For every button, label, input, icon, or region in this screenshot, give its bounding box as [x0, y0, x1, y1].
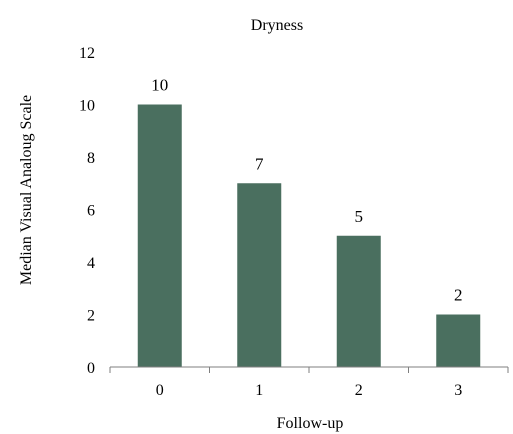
bar — [336, 235, 381, 367]
y-tick-label: 6 — [87, 203, 95, 220]
bar — [137, 104, 182, 367]
y-tick-label: 0 — [87, 360, 95, 377]
x-axis-label: Follow-up — [277, 415, 344, 432]
y-tick-label: 4 — [87, 255, 95, 272]
x-tick-label: 0 — [156, 382, 164, 399]
data-label: 2 — [454, 286, 463, 305]
y-tick-label: 12 — [79, 45, 95, 62]
data-label: 10 — [151, 76, 168, 95]
bar — [237, 183, 282, 367]
bar — [436, 314, 481, 367]
x-tick-label: 2 — [355, 382, 363, 399]
bars-layer: 10 7 5 2 — [137, 76, 481, 367]
y-tick-label: 2 — [87, 308, 95, 325]
data-label: 5 — [355, 207, 364, 226]
data-label: 7 — [255, 154, 264, 173]
x-tick-label: 1 — [255, 382, 263, 399]
y-tick-label: 8 — [87, 150, 95, 167]
y-axis-label: Median Visual Analoug Scale — [18, 95, 35, 285]
x-tick-label: 3 — [454, 382, 462, 399]
chart-title: Dryness — [251, 17, 303, 34]
y-tick-label: 10 — [79, 98, 95, 115]
